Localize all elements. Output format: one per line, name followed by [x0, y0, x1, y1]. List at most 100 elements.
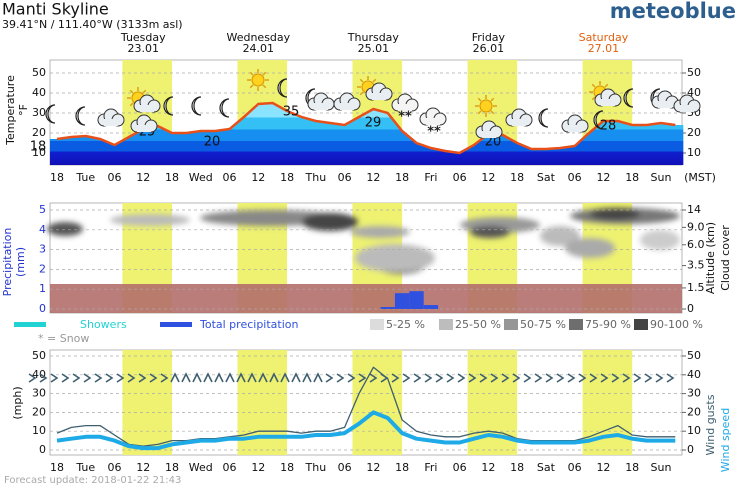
- cloud-icon: [673, 94, 701, 113]
- x-tick-label: 12: [596, 171, 610, 184]
- cloud-legend-label: 25-50 %: [455, 318, 501, 331]
- wind-direction: [501, 373, 510, 383]
- x-tick-label: 18: [50, 171, 64, 184]
- x-tick-label: 06: [338, 461, 352, 474]
- wind-direction: [611, 373, 620, 383]
- day-date: 23.01: [128, 42, 160, 55]
- legend-swatch: [160, 322, 192, 327]
- cloud-icon: [133, 94, 161, 113]
- sun-ray: [249, 71, 254, 76]
- wind-direction: [203, 372, 213, 383]
- snow-icon: **: [427, 125, 441, 140]
- wind-direction: [556, 373, 565, 383]
- sun-ray: [372, 78, 377, 83]
- wind-direction: [280, 372, 290, 383]
- wind-direction: [149, 373, 158, 383]
- wind-direction: [644, 373, 653, 383]
- wind-direction: [160, 373, 169, 383]
- wind-direction: [545, 373, 554, 383]
- wind-direction: [347, 373, 356, 383]
- y2-tick-label: 40: [687, 368, 701, 381]
- temperature-label: 29: [365, 116, 382, 131]
- y-tick-label: 40: [32, 86, 46, 99]
- wind-direction: [28, 373, 37, 383]
- wind-direction: [446, 373, 455, 383]
- precip-bar: [394, 293, 410, 309]
- cloud-base: [426, 118, 440, 125]
- wind-direction: [181, 372, 191, 383]
- sun-ray: [477, 110, 482, 115]
- temperature-label: 35: [283, 105, 300, 120]
- y-tick-label: 30: [32, 387, 46, 400]
- x-tick-label: Sat: [537, 171, 556, 184]
- x-tick-label: 12: [366, 171, 380, 184]
- wind-direction: [622, 373, 631, 383]
- sun-ray: [129, 102, 134, 107]
- y-tick-label: 1: [39, 282, 46, 295]
- temperature-label: 28: [600, 119, 617, 134]
- y2-tick-label: 0: [687, 302, 694, 315]
- y2-tick-label: 1.5: [687, 281, 705, 294]
- day-date: 27.01: [588, 42, 620, 55]
- subtitle: 39.41°N / 111.40°W (3133m asl): [2, 18, 183, 31]
- legend-label: Wind speed: [719, 408, 732, 472]
- cloud-icon: [594, 88, 622, 107]
- y2-tick-label: 0: [687, 443, 694, 456]
- y-tick-label: 2: [39, 262, 46, 275]
- x-tick-label: Tue: [75, 171, 95, 184]
- daylight: [352, 350, 403, 455]
- sun-icon: [479, 99, 493, 113]
- y-tick-label: 50: [32, 349, 46, 362]
- x-tick-label: 12: [136, 461, 150, 474]
- sun-ray: [359, 78, 364, 83]
- logo: meteoblue: [610, 0, 736, 23]
- moon-icon: [538, 108, 549, 128]
- x-tick-label: 18: [165, 171, 179, 184]
- wind-direction: [302, 372, 312, 383]
- y-tick-label: 10: [32, 424, 46, 437]
- cloud-base: [314, 103, 328, 110]
- cloud-blob: [350, 226, 410, 238]
- x-tick-label: 18: [280, 171, 294, 184]
- day-name: Saturday: [579, 31, 629, 44]
- cloud-legend-swatch: [634, 319, 648, 330]
- moon-icon: [191, 96, 202, 116]
- cloud-blob: [110, 214, 190, 226]
- x-tick-label: 18: [510, 171, 524, 184]
- daylight: [122, 350, 173, 455]
- y-axis-label: Precipitation: [1, 228, 14, 297]
- moon-icon: [623, 88, 634, 108]
- legend-swatch: [14, 322, 46, 327]
- wind-direction: [94, 373, 103, 383]
- wind-direction: [116, 373, 125, 383]
- day-date: 24.01: [243, 42, 275, 55]
- sun-icon: [251, 73, 265, 87]
- day-name: Thursday: [347, 31, 400, 44]
- wind-direction: [291, 372, 301, 383]
- cloud-blob: [302, 213, 358, 231]
- cloud-blob: [47, 222, 83, 236]
- y-axis-unit: (mm): [14, 247, 27, 277]
- y2-tick-label: 9.0: [687, 220, 705, 233]
- y-tick-label: 3: [39, 243, 46, 256]
- timezone: (MST): [684, 171, 716, 184]
- moon-icon: [593, 110, 604, 130]
- moon-icon: [163, 96, 174, 116]
- wind-direction: [435, 373, 444, 383]
- y-tick-label: 0: [39, 443, 46, 456]
- y-axis-label: Temperature: [4, 75, 17, 146]
- x-tick-label: 12: [366, 461, 380, 474]
- day-name: Friday: [472, 31, 506, 44]
- sun-ray: [359, 91, 364, 96]
- cloud-icon: [475, 120, 503, 139]
- x-tick-label: 12: [481, 461, 495, 474]
- wind-direction: [127, 373, 136, 383]
- sun-ray: [249, 84, 254, 89]
- x-tick-label: 06: [108, 171, 122, 184]
- y2-axis-label: Altitude (km): [704, 222, 717, 294]
- wind-direction: [138, 373, 147, 383]
- wind-direction: [424, 373, 433, 383]
- wind-direction: [479, 373, 488, 383]
- cloud-base: [398, 104, 412, 111]
- x-tick-label: 18: [510, 461, 524, 474]
